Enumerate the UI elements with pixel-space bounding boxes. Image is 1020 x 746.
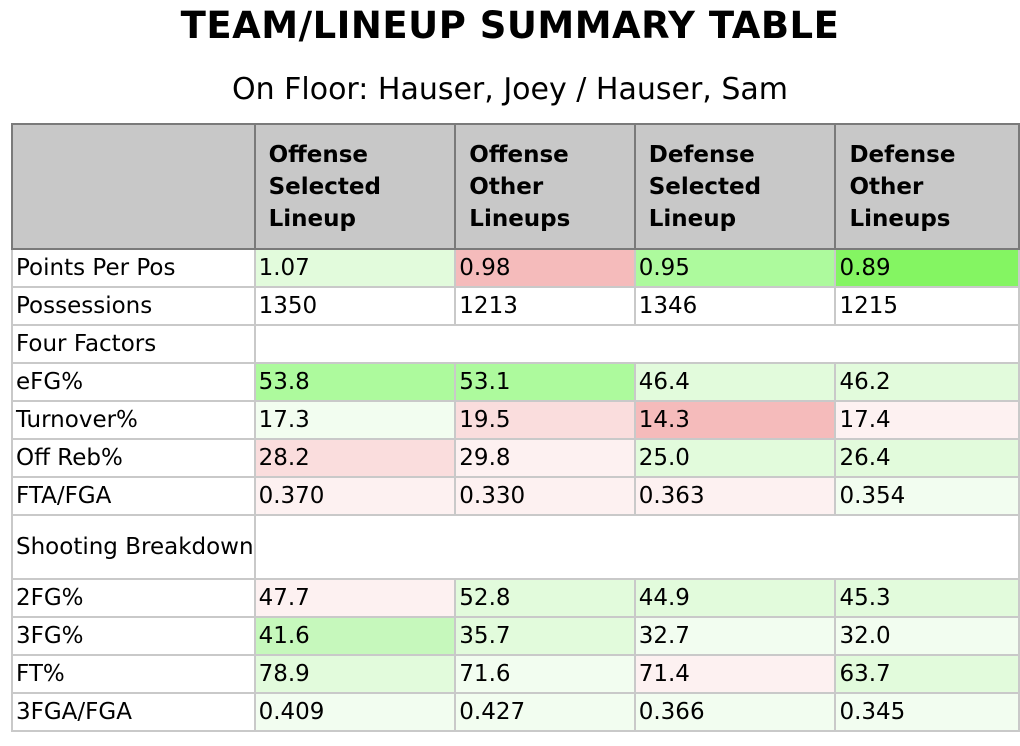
value-cell: 41.6 <box>253 616 457 656</box>
row-label: Off Reb% <box>11 438 256 478</box>
value-cell: 17.4 <box>834 400 1020 440</box>
value-cell: 0.409 <box>253 692 457 732</box>
value-cell: 1215 <box>834 286 1020 326</box>
row-label: Points Per Pos <box>11 248 256 288</box>
column-header-offense-other: Offense Other Lineups <box>454 123 636 250</box>
value-cell: 53.8 <box>253 362 457 402</box>
value-cell: 29.8 <box>454 438 636 478</box>
section-label: Four Factors <box>11 324 256 364</box>
value-cell: 35.7 <box>454 616 636 656</box>
row-label: 2FG% <box>11 578 256 618</box>
value-cell: 1350 <box>253 286 457 326</box>
on-floor-subtitle: On Floor: Hauser, Joey / Hauser, Sam <box>231 72 789 107</box>
value-cell: 25.0 <box>633 438 837 478</box>
value-cell: 44.9 <box>633 578 837 618</box>
value-cell: 52.8 <box>454 578 636 618</box>
value-cell: 32.7 <box>633 616 837 656</box>
row-label: 3FG% <box>11 616 256 656</box>
value-cell: 47.7 <box>253 578 457 618</box>
value-cell: 63.7 <box>834 654 1020 694</box>
column-header-defense-other: Defense Other Lineups <box>834 123 1020 250</box>
value-cell: 46.4 <box>633 362 837 402</box>
value-cell: 1346 <box>633 286 837 326</box>
column-header-defense-selected: Defense Selected Lineup <box>633 123 837 250</box>
value-cell: 0.366 <box>633 692 837 732</box>
section-label: Shooting Breakdown <box>11 514 256 580</box>
value-cell: 0.89 <box>834 248 1020 288</box>
value-cell: 14.3 <box>633 400 837 440</box>
value-cell: 17.3 <box>253 400 457 440</box>
row-label: 3FGA/FGA <box>11 692 256 732</box>
column-header-metric <box>11 123 256 250</box>
column-header-offense-selected: Offense Selected Lineup <box>253 123 457 250</box>
table-row: 3FGA/FGA 0.409 0.427 0.366 0.345 <box>11 692 1020 732</box>
table-row: 2FG% 47.7 52.8 44.9 45.3 <box>11 578 1020 618</box>
lineup-summary-table: Offense Selected Lineup Offense Other Li… <box>11 123 1020 732</box>
value-cell: 46.2 <box>834 362 1020 402</box>
value-cell: 0.98 <box>454 248 636 288</box>
value-cell: 78.9 <box>253 654 457 694</box>
value-cell: 0.363 <box>633 476 837 516</box>
table-row: FTA/FGA 0.370 0.330 0.363 0.354 <box>11 476 1020 516</box>
value-cell: 0.427 <box>454 692 636 732</box>
value-cell: 45.3 <box>834 578 1020 618</box>
table-row: Possessions 1350 1213 1346 1215 <box>11 286 1020 326</box>
table-header-row: Offense Selected Lineup Offense Other Li… <box>11 123 1020 250</box>
value-cell: 0.95 <box>633 248 837 288</box>
table-row: FT% 78.9 71.6 71.4 63.7 <box>11 654 1020 694</box>
value-cell: 28.2 <box>253 438 457 478</box>
row-label: FT% <box>11 654 256 694</box>
value-cell: 53.1 <box>454 362 636 402</box>
value-cell: 1213 <box>454 286 636 326</box>
value-cell: 71.6 <box>454 654 636 694</box>
value-cell: 0.345 <box>834 692 1020 732</box>
table-row: Off Reb% 28.2 29.8 25.0 26.4 <box>11 438 1020 478</box>
row-label: FTA/FGA <box>11 476 256 516</box>
value-cell: 0.354 <box>834 476 1020 516</box>
section-filler <box>253 324 1020 364</box>
value-cell: 0.370 <box>253 476 457 516</box>
table-row: Points Per Pos 1.07 0.98 0.95 0.89 <box>11 248 1020 288</box>
section-row: Shooting Breakdown <box>11 514 1020 580</box>
row-label: Possessions <box>11 286 256 326</box>
value-cell: 19.5 <box>454 400 636 440</box>
value-cell: 32.0 <box>834 616 1020 656</box>
value-cell: 1.07 <box>253 248 457 288</box>
table-body: Points Per Pos 1.07 0.98 0.95 0.89 Possession… <box>11 248 1020 732</box>
value-cell: 0.330 <box>454 476 636 516</box>
value-cell: 71.4 <box>633 654 837 694</box>
table-row: eFG% 53.8 53.1 46.4 46.2 <box>11 362 1020 402</box>
row-label: eFG% <box>11 362 256 402</box>
row-label: Turnover% <box>11 400 256 440</box>
page-title: TEAM/LINEUP SUMMARY TABLE <box>180 4 840 47</box>
section-filler <box>253 514 1020 580</box>
value-cell: 26.4 <box>834 438 1020 478</box>
section-row: Four Factors <box>11 324 1020 364</box>
table-row: 3FG% 41.6 35.7 32.7 32.0 <box>11 616 1020 656</box>
table-row: Turnover% 17.3 19.5 14.3 17.4 <box>11 400 1020 440</box>
